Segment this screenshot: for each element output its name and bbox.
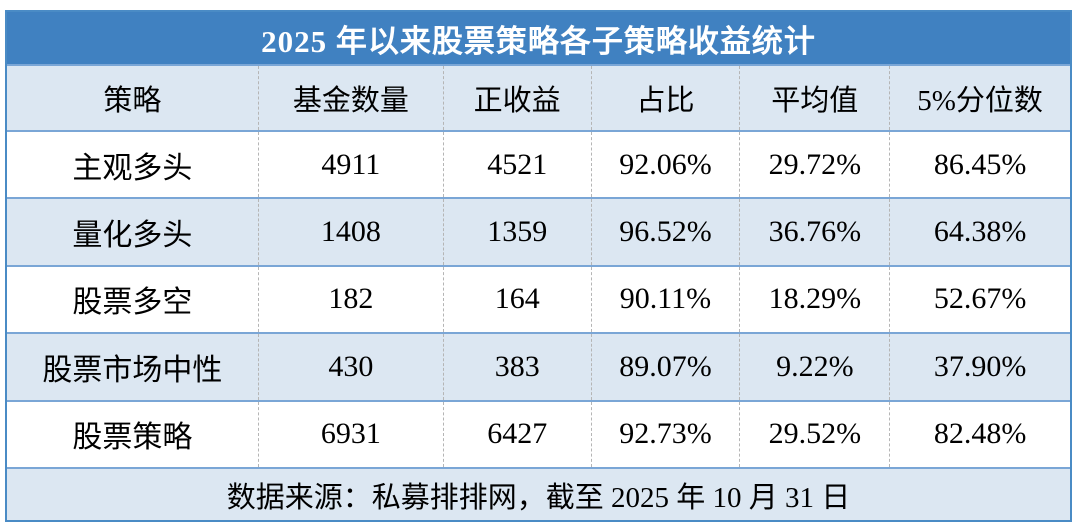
fund-count-value: 6931 (257, 401, 443, 467)
source-note: 数据来源：私募排排网，截至 2025 年 10 月 31 日 (7, 467, 1070, 520)
positive-return-value: 4521 (442, 132, 591, 198)
average-value: 18.29% (739, 266, 889, 333)
average-value: 29.52% (739, 401, 889, 467)
table-row-market-neutral: 股票市场中性 430 383 89.07% 9.22% 37.90% (7, 332, 1070, 400)
fund-count-value: 4911 (257, 132, 443, 198)
col-header-5pct-quantile: 5%分位数 (889, 66, 1070, 130)
strategy-name: 量化多头 (72, 219, 193, 253)
col-header-strategy: 策略 (103, 85, 162, 117)
fund-count-value: 430 (257, 334, 443, 400)
table-row-subjective-long: 主观多头 4911 4521 92.06% 29.72% 86.45% (7, 130, 1070, 198)
positive-return-value: 383 (442, 334, 591, 400)
fund-count-value: 182 (257, 266, 443, 333)
proportion-value: 90.11% (590, 266, 740, 333)
quantile-value: 64.38% (889, 199, 1070, 265)
positive-return-value: 1359 (442, 199, 591, 265)
proportion-value: 96.52% (590, 199, 740, 265)
proportion-value: 92.06% (590, 132, 740, 198)
table-title: 2025 年以来股票策略各子策略收益统计 (7, 12, 1070, 64)
col-header-fund-count: 基金数量 (257, 66, 443, 130)
proportion-value: 89.07% (590, 334, 740, 400)
strategy-name: 股票市场中性 (42, 353, 223, 387)
quantile-value: 52.67% (889, 266, 1070, 333)
strategy-name: 股票多空 (72, 286, 193, 320)
fund-count-value: 1408 (257, 199, 443, 265)
strategy-returns-table: 2025 年以来股票策略各子策略收益统计 策略 基金数量 正收益 占比 平均值 … (5, 10, 1072, 522)
average-value: 29.72% (739, 132, 889, 198)
col-header-positive-return: 正收益 (442, 66, 591, 130)
table-row-long-short: 股票多空 182 164 90.11% 18.29% 52.67% (7, 264, 1070, 333)
col-header-proportion: 占比 (590, 66, 740, 130)
positive-return-value: 6427 (442, 401, 591, 467)
strategy-name: 股票策略 (72, 421, 193, 455)
quantile-value: 37.90% (889, 334, 1070, 400)
quantile-value: 82.48% (889, 401, 1070, 467)
col-header-average: 平均值 (739, 66, 889, 130)
average-value: 9.22% (739, 334, 889, 400)
table-row-quant-long: 量化多头 1408 1359 96.52% 36.76% 64.38% (7, 197, 1070, 265)
average-value: 36.76% (739, 199, 889, 265)
positive-return-value: 164 (442, 266, 591, 333)
table-row-stock-strategy-total: 股票策略 6931 6427 92.73% 29.52% 82.48% (7, 399, 1070, 467)
proportion-value: 92.73% (590, 401, 740, 467)
strategy-name: 主观多头 (72, 151, 193, 185)
table-header-row: 策略 基金数量 正收益 占比 平均值 5%分位数 (7, 64, 1070, 130)
quantile-value: 86.45% (889, 132, 1070, 198)
